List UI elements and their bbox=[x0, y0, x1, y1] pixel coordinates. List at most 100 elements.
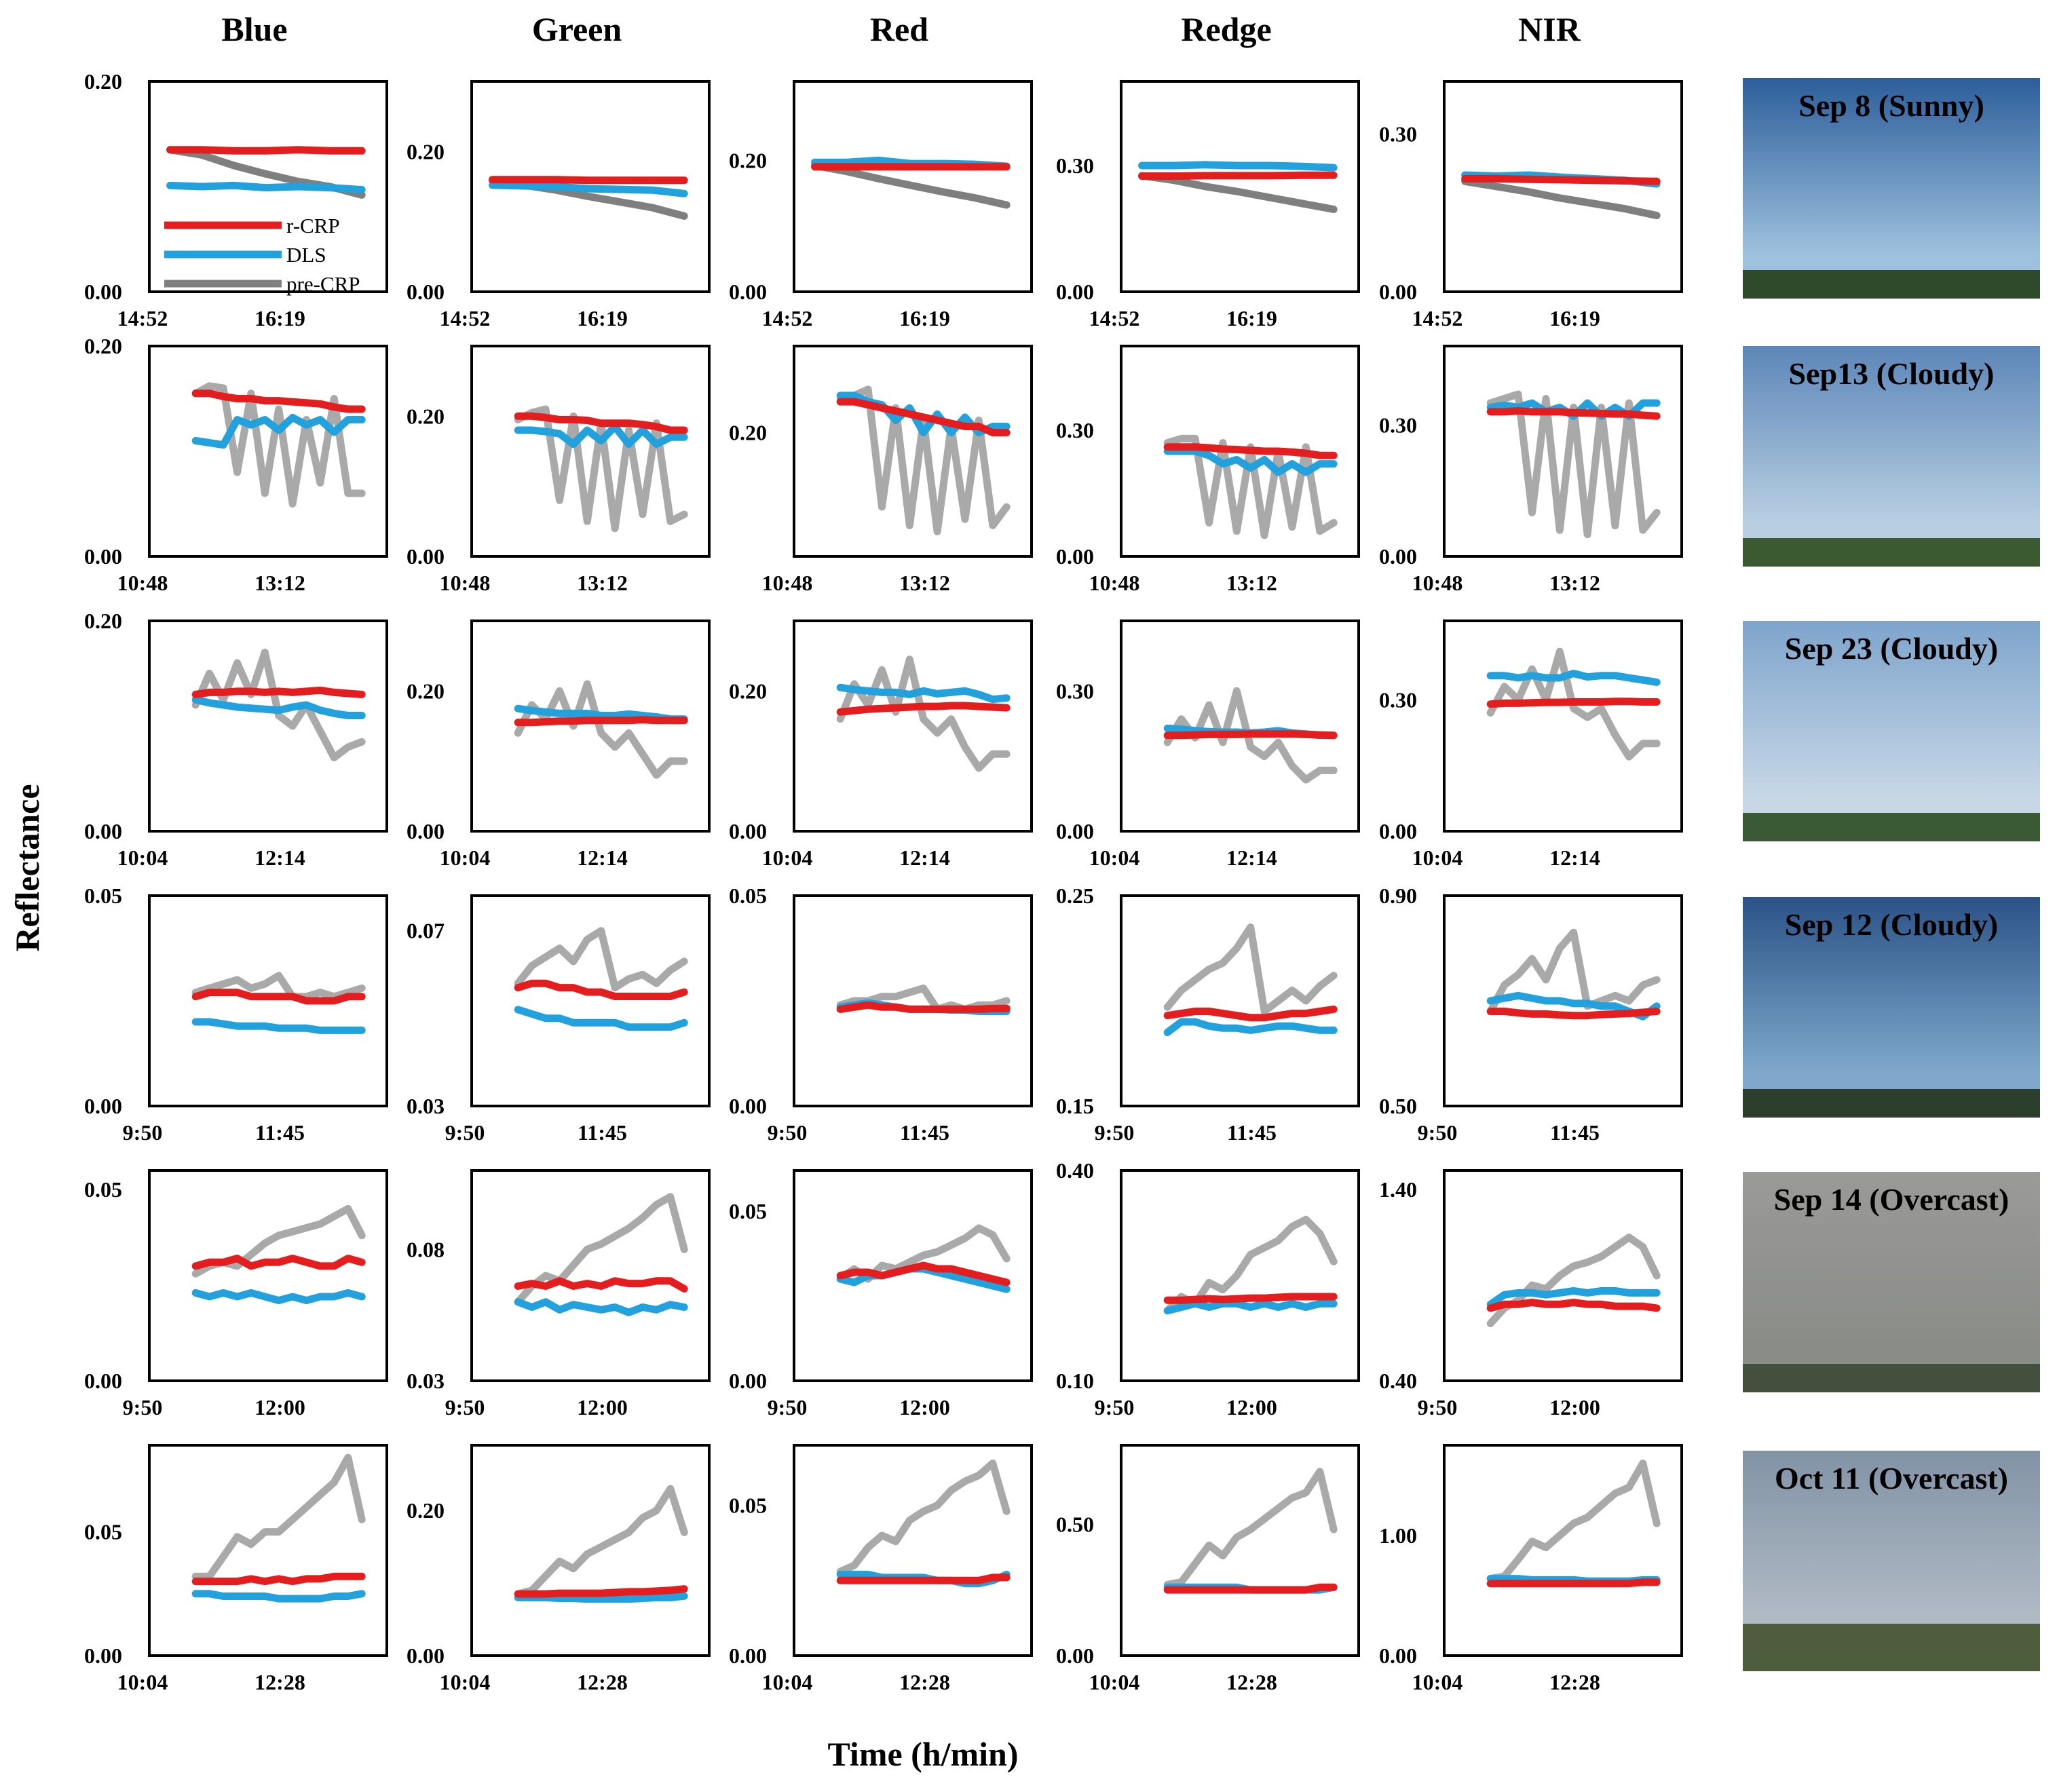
plot-frame bbox=[793, 619, 1033, 833]
ground-strip bbox=[1743, 270, 2040, 299]
photo-caption: Sep 14 (Overcast) bbox=[1773, 1182, 2009, 1217]
panel-red-row-3: 0.00 0.05 9:50 11:45 bbox=[729, 883, 1033, 1145]
photo-caption: Sep 23 (Cloudy) bbox=[1784, 631, 1999, 666]
plot-frame bbox=[148, 1169, 388, 1382]
sky-photo: Oct 11 (Overcast) bbox=[1743, 1451, 2040, 1671]
series-line-r-crp bbox=[1486, 1008, 1661, 1020]
y-tick-label: 0.03 bbox=[407, 1369, 445, 1393]
x-tick-label: 12:14 bbox=[254, 845, 305, 870]
panel-green-row-5: 0.00 0.20 10:04 12:28 bbox=[407, 1444, 711, 1694]
series-line-pre-crp bbox=[191, 1453, 366, 1580]
x-tick-label: 9:50 bbox=[1418, 1120, 1458, 1145]
x-tick-label: 10:04 bbox=[762, 845, 813, 870]
series-line-r-crp bbox=[514, 716, 688, 727]
series-line-r-crp bbox=[514, 1585, 688, 1598]
x-tick-label: 9:50 bbox=[123, 1395, 163, 1419]
series-line-pre-crp bbox=[1138, 172, 1338, 213]
series-line-dls bbox=[514, 423, 688, 449]
y-tick-label: 0.30 bbox=[1379, 122, 1417, 147]
panel-redge-row-0: 0.00 0.30 14:52 16:19 bbox=[1056, 80, 1360, 330]
x-tick-label: 11:45 bbox=[578, 1120, 627, 1145]
x-tick-label: 9:50 bbox=[123, 1120, 163, 1145]
series-line-r-crp bbox=[191, 1572, 366, 1586]
x-tick-label: 11:45 bbox=[1227, 1120, 1277, 1145]
panel-blue-row-4: 0.00 0.05 9:50 12:00 bbox=[84, 1169, 388, 1419]
y-tick-label: 0.08 bbox=[407, 1237, 445, 1261]
y-tick-label: 0.25 bbox=[1056, 883, 1094, 908]
series-line-pre-crp bbox=[1461, 177, 1661, 220]
panel-green-row-3: 0.03 0.07 9:50 11:45 bbox=[407, 894, 711, 1145]
panel-redge-row-4: 0.10 0.40 9:50 12:00 bbox=[1056, 1158, 1360, 1419]
x-tick-label: 16:19 bbox=[899, 306, 950, 330]
series-line-dls bbox=[191, 1590, 366, 1603]
x-tick-label: 12:14 bbox=[899, 845, 950, 870]
photo-caption: Oct 11 (Overcast) bbox=[1774, 1461, 2009, 1495]
x-tick-label: 12:00 bbox=[577, 1395, 628, 1419]
x-tick-label: 9:50 bbox=[768, 1120, 808, 1145]
series-line-pre-crp bbox=[1163, 1468, 1338, 1588]
plot-frame bbox=[470, 894, 711, 1107]
series-line-dls bbox=[1138, 161, 1338, 172]
panel-green-row-1: 0.00 0.20 10:48 13:12 bbox=[407, 345, 711, 595]
plot-frame bbox=[793, 1169, 1033, 1382]
y-tick-label: 0.00 bbox=[1379, 819, 1417, 843]
y-tick-label: 0.00 bbox=[407, 819, 445, 843]
y-tick-label: 0.00 bbox=[84, 1094, 122, 1118]
legend-label: DLS bbox=[286, 243, 326, 267]
x-tick-label: 9:50 bbox=[768, 1395, 808, 1419]
series-line-dls bbox=[1163, 1018, 1338, 1036]
series-line-dls bbox=[1163, 447, 1338, 476]
x-tick-label: 14:52 bbox=[1412, 306, 1463, 330]
series-line-dls bbox=[191, 413, 366, 449]
y-tick-label: 0.05 bbox=[84, 1177, 122, 1202]
legend: r-CRP DLS pre-CRP bbox=[164, 214, 360, 296]
panel-redge-row-2: 0.00 0.30 10:04 12:14 bbox=[1056, 619, 1360, 870]
series-line-pre-crp bbox=[836, 655, 1011, 772]
x-tick-label: 12:00 bbox=[1549, 1395, 1600, 1419]
series-line-dls bbox=[166, 181, 366, 194]
plot-frame bbox=[470, 345, 711, 558]
series-line-pre-crp bbox=[514, 1193, 688, 1306]
plot-frame bbox=[793, 1444, 1033, 1657]
x-tick-label: 9:50 bbox=[1095, 1395, 1135, 1419]
panel-redge-row-3: 0.15 0.25 9:50 11:45 bbox=[1056, 883, 1360, 1145]
x-tick-label: 10:48 bbox=[117, 571, 168, 595]
x-tick-label: 12:00 bbox=[899, 1395, 950, 1419]
x-tick-label: 14:52 bbox=[1089, 306, 1140, 330]
x-tick-label: 14:52 bbox=[117, 306, 168, 330]
sky-photo: Sep 23 (Cloudy) bbox=[1743, 621, 2040, 841]
x-tick-label: 9:50 bbox=[1095, 1120, 1135, 1145]
x-tick-label: 12:00 bbox=[1226, 1395, 1277, 1419]
x-tick-label: 16:19 bbox=[1549, 306, 1600, 330]
x-tick-label: 10:04 bbox=[440, 1670, 491, 1694]
series-line-dls bbox=[514, 1006, 688, 1031]
x-tick-label: 10:04 bbox=[1412, 845, 1463, 870]
series-line-r-crp bbox=[1461, 174, 1661, 185]
panel-green-row-0: 0.00 0.20 14:52 16:19 bbox=[407, 80, 711, 330]
plot-frame bbox=[1120, 894, 1360, 1107]
y-tick-label: 0.30 bbox=[1056, 153, 1094, 178]
y-tick-label: 0.00 bbox=[1056, 280, 1094, 304]
series-line-r-crp bbox=[1163, 1005, 1338, 1022]
panel-red-row-1: 0.20 10:48 13:12 bbox=[729, 345, 1033, 595]
y-tick-label: 0.00 bbox=[729, 280, 767, 304]
series-line-dls bbox=[1486, 670, 1661, 686]
series-line-r-crp bbox=[191, 686, 366, 698]
x-tick-label: 12:28 bbox=[577, 1670, 628, 1694]
series-line-pre-crp bbox=[514, 1485, 688, 1598]
x-tick-label: 10:48 bbox=[440, 571, 491, 595]
series-line-pre-crp bbox=[1486, 1234, 1661, 1327]
x-tick-label: 13:12 bbox=[1226, 571, 1277, 595]
band-title-red: Red bbox=[869, 10, 929, 48]
y-tick-label: 1.40 bbox=[1379, 1177, 1417, 1202]
x-tick-label: 10:48 bbox=[762, 571, 813, 595]
x-tick-label: 10:04 bbox=[1089, 845, 1140, 870]
series-line-r-crp bbox=[1486, 698, 1661, 708]
x-tick-label: 10:04 bbox=[1089, 1670, 1140, 1694]
sky-photo: Sep 14 (Overcast) bbox=[1743, 1172, 2040, 1392]
y-tick-label: 0.20 bbox=[407, 139, 445, 164]
panel-red-row-0: 0.00 0.20 14:52 16:19 bbox=[729, 80, 1033, 330]
y-tick-label: 0.00 bbox=[1056, 544, 1094, 569]
photo-caption: Sep13 (Cloudy) bbox=[1788, 356, 1995, 391]
panel-green-row-4: 0.03 0.08 9:50 12:00 bbox=[407, 1169, 711, 1419]
